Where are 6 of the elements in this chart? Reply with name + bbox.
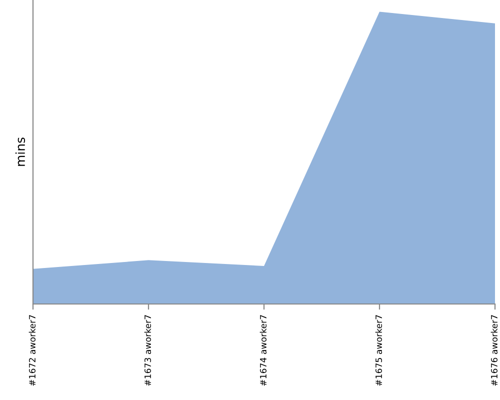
x-tick-label: #1675 aworker7 [375, 315, 382, 386]
y-axis-title: mins [15, 138, 26, 166]
x-tick-label: #1674 aworker7 [260, 315, 266, 386]
x-tick-label: #1672 aworker7 [28, 315, 36, 386]
x-tick-label: #1673 aworker7 [144, 315, 151, 386]
x-tick-label: #1676 aworker7 [490, 315, 498, 386]
